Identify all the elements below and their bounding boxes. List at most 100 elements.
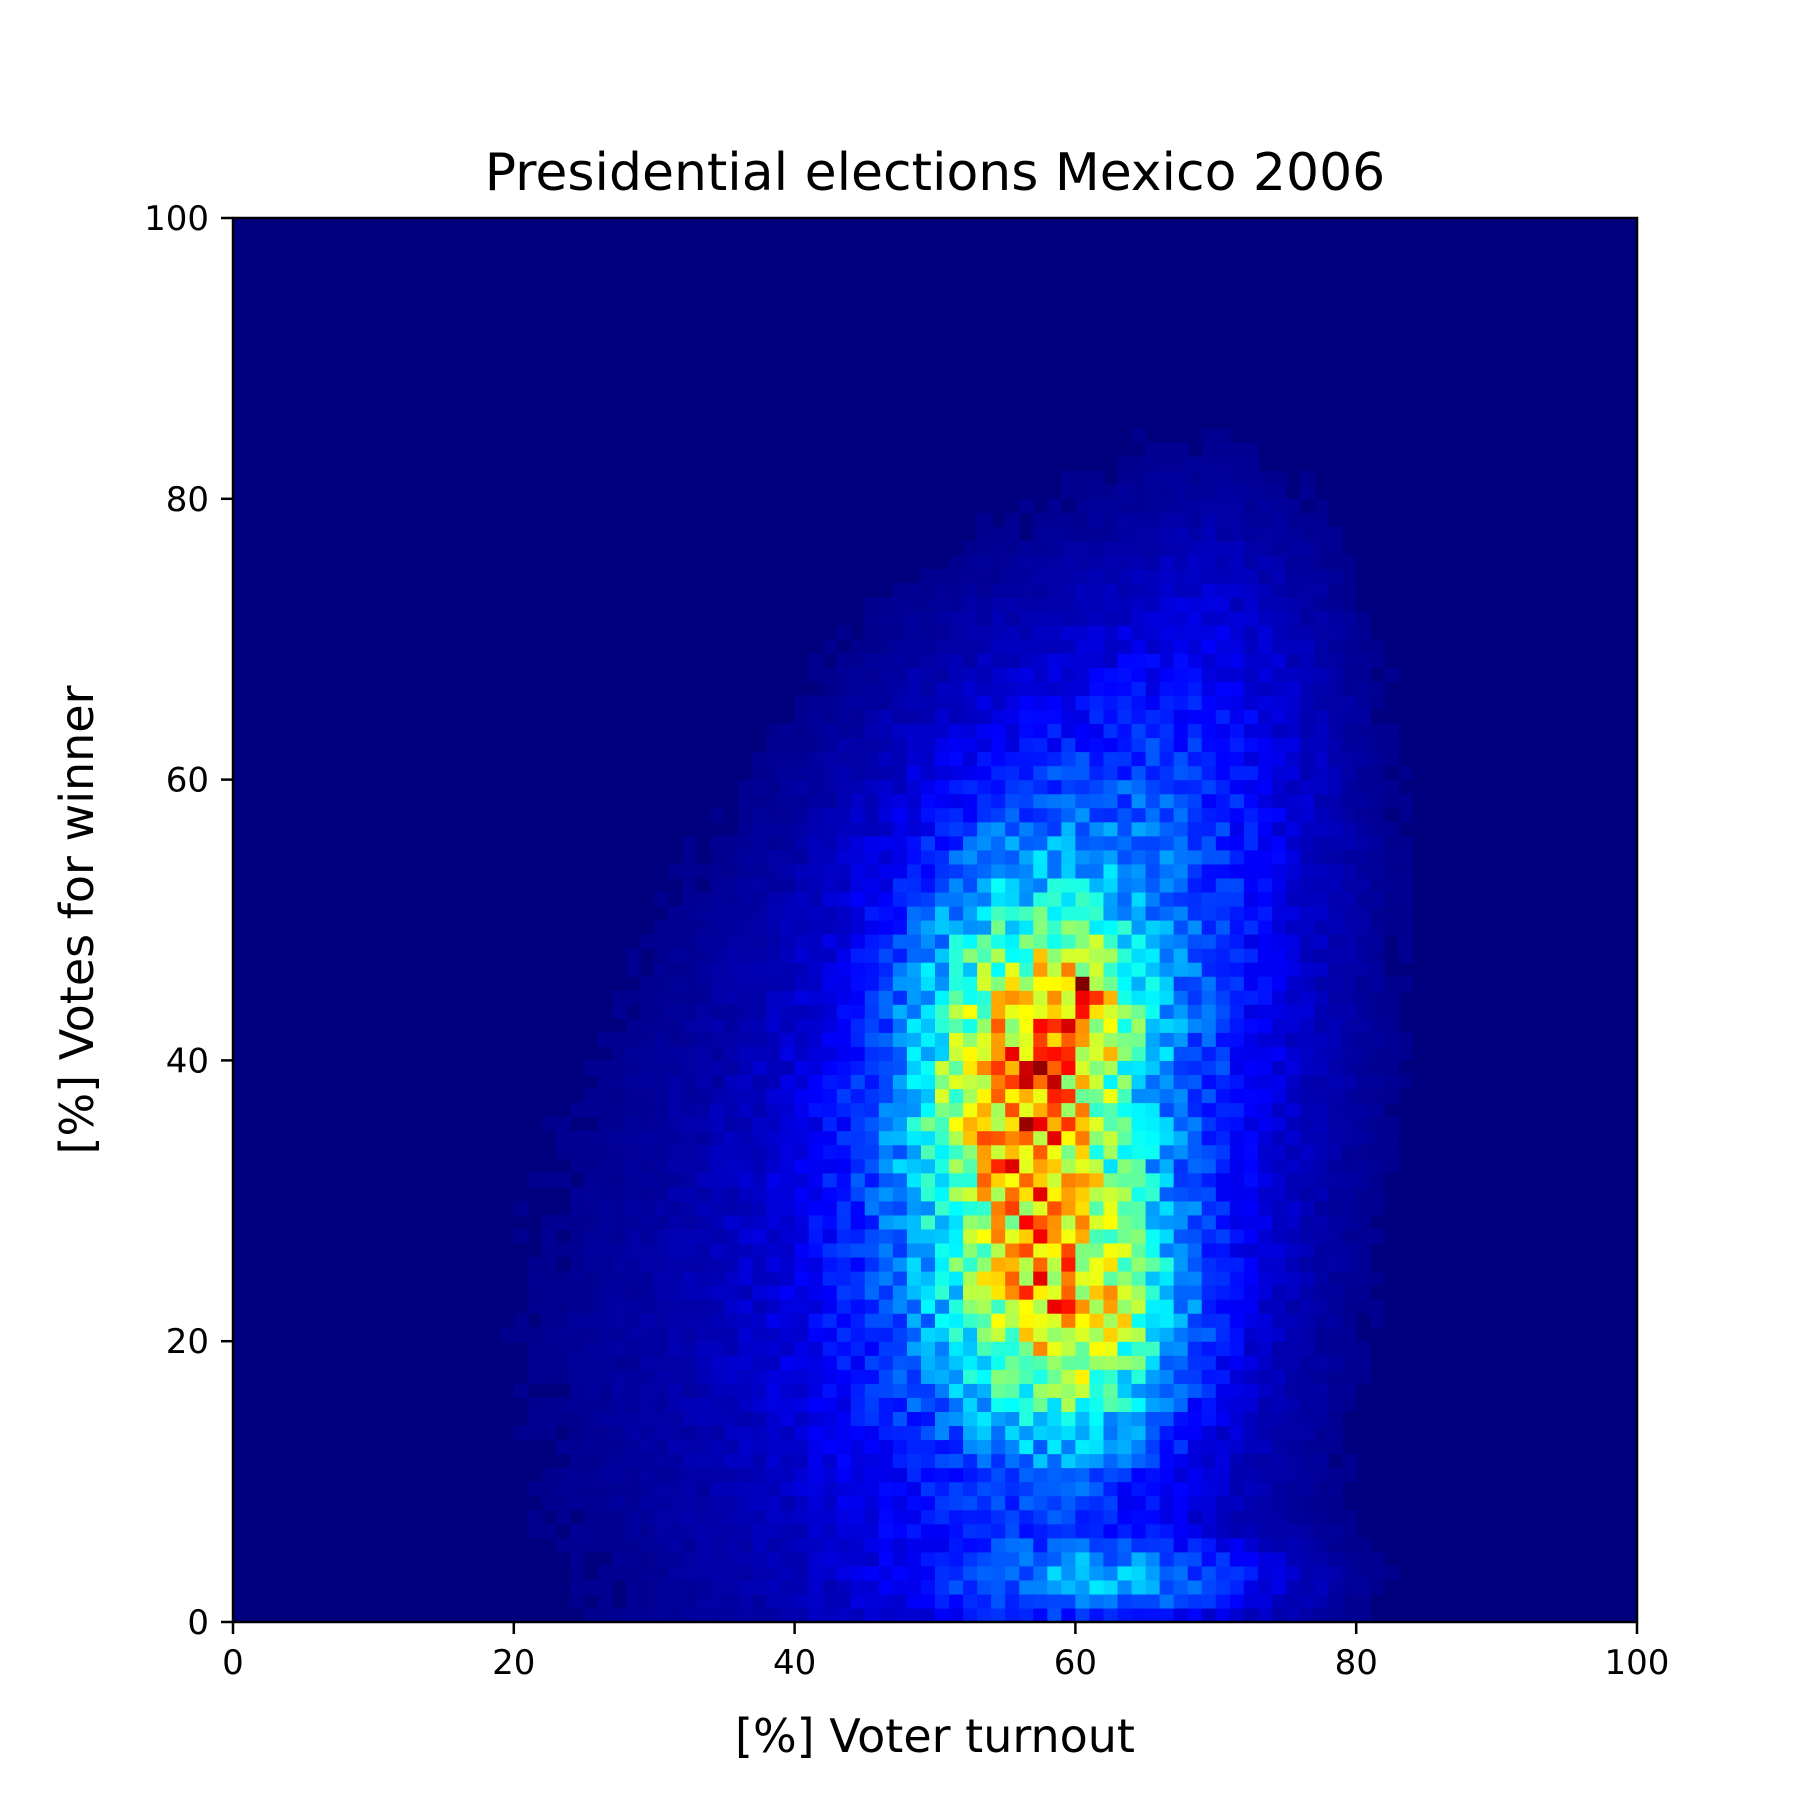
heatmap-cell: [977, 1439, 992, 1455]
heatmap-cell: [1145, 1327, 1161, 1342]
heatmap-cell: [1201, 540, 1217, 556]
heatmap-cell: [864, 1453, 880, 1469]
heatmap-cell: [1370, 976, 1385, 991]
heatmap-cell: [1370, 1088, 1385, 1104]
heatmap-cell: [1229, 1285, 1245, 1300]
heatmap-cell: [1019, 1397, 1034, 1412]
heatmap-cell: [949, 905, 964, 921]
heatmap-cell: [1201, 470, 1217, 486]
heatmap-cell: [1131, 597, 1147, 612]
heatmap-cell: [1033, 639, 1048, 654]
heatmap-cell: [935, 737, 950, 753]
heatmap-cell: [808, 835, 824, 851]
heatmap-cell: [878, 1565, 894, 1581]
heatmap-cell: [977, 1130, 992, 1146]
heatmap-cell: [1117, 540, 1133, 556]
heatmap-cell: [878, 737, 894, 753]
heatmap-cell: [780, 1327, 796, 1342]
heatmap-cell: [1103, 1509, 1119, 1525]
heatmap-cell: [499, 1327, 515, 1342]
heatmap-cell: [752, 807, 768, 823]
heatmap-cell: [569, 1425, 585, 1441]
heatmap-cell: [1342, 709, 1357, 725]
heatmap-cell: [1229, 695, 1245, 710]
heatmap-cell: [892, 1214, 908, 1230]
heatmap-cell: [738, 1411, 754, 1427]
heatmap-cell: [1145, 442, 1161, 458]
heatmap-cell: [1173, 1397, 1189, 1412]
heatmap-cell: [878, 1537, 894, 1553]
heatmap-cell: [963, 1523, 978, 1539]
heatmap-cell: [1159, 1102, 1175, 1118]
heatmap-cell: [1047, 1186, 1062, 1202]
heatmap-cell: [1271, 807, 1287, 823]
heatmap-cell: [640, 1004, 655, 1019]
heatmap-cell: [640, 1383, 655, 1398]
heatmap-cell: [1187, 667, 1203, 682]
heatmap-cell: [1033, 597, 1048, 612]
heatmap-cell: [1103, 1172, 1119, 1188]
heatmap-cell: [991, 1495, 1006, 1511]
heatmap-cell: [920, 1228, 936, 1244]
heatmap-cell: [1061, 821, 1076, 837]
heatmap-cell: [1117, 1271, 1133, 1286]
heatmap-cell: [710, 1341, 725, 1356]
heatmap-cell: [780, 1299, 796, 1314]
heatmap-cell: [1103, 1383, 1119, 1398]
heatmap-cell: [1131, 1200, 1147, 1216]
heatmap-cell: [949, 611, 964, 626]
heatmap-cell: [1187, 1411, 1203, 1427]
heatmap-cell: [1271, 470, 1287, 486]
heatmap-cell: [780, 1060, 796, 1076]
heatmap-cell: [850, 948, 866, 963]
heatmap-cell: [1243, 470, 1259, 486]
heatmap-cell: [612, 1467, 627, 1483]
heatmap-cell: [1103, 948, 1119, 963]
heatmap-cell: [1089, 920, 1105, 935]
heatmap-cell: [640, 1200, 655, 1216]
heatmap-cell: [1286, 625, 1301, 640]
heatmap-cell: [1033, 1074, 1048, 1090]
heatmap-cell: [1229, 863, 1245, 879]
heatmap-cell: [836, 765, 852, 781]
heatmap-cell: [977, 1509, 992, 1525]
heatmap-cell: [864, 1032, 880, 1047]
heatmap-cell: [1243, 1186, 1259, 1202]
heatmap-cell: [696, 1004, 711, 1019]
heatmap-cell: [1103, 1158, 1119, 1174]
heatmap-cell: [949, 1018, 964, 1033]
heatmap-cell: [612, 1313, 627, 1328]
heatmap-cell: [1201, 1495, 1217, 1511]
heatmap-cell: [794, 1046, 810, 1061]
heatmap-cell: [569, 1439, 585, 1455]
heatmap-cell: [766, 1579, 782, 1595]
heatmap-cell: [1103, 976, 1119, 991]
heatmap-cell: [1229, 456, 1245, 472]
heatmap-cell: [808, 1186, 824, 1202]
heatmap-cell: [682, 976, 697, 991]
heatmap-cell: [1257, 1537, 1273, 1553]
heatmap-cell: [949, 709, 964, 725]
heatmap-cell: [1145, 1242, 1161, 1258]
heatmap-cell: [654, 962, 669, 977]
heatmap-cell: [822, 1495, 838, 1511]
heatmap-cell: [1286, 540, 1301, 556]
heatmap-cell: [1145, 835, 1161, 851]
heatmap-cell: [1075, 1397, 1091, 1412]
heatmap-cell: [949, 962, 964, 977]
heatmap-cell: [920, 1004, 936, 1019]
heatmap-cell: [991, 625, 1006, 640]
heatmap-cell: [1089, 1256, 1105, 1272]
heatmap-cell: [1271, 1046, 1287, 1061]
heatmap-cell: [1328, 948, 1343, 963]
heatmap-cell: [906, 948, 922, 963]
heatmap-cell: [1159, 1172, 1175, 1188]
heatmap-cell: [1159, 1228, 1175, 1244]
heatmap-cell: [766, 934, 782, 949]
heatmap-cell: [682, 1214, 697, 1230]
heatmap-cell: [612, 1144, 627, 1160]
heatmap-cell: [598, 1032, 613, 1047]
heatmap-cell: [1187, 948, 1203, 963]
heatmap-cell: [1370, 934, 1385, 949]
heatmap-cell: [1089, 1088, 1105, 1104]
